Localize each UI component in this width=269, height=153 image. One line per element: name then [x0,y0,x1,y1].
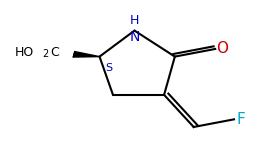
Text: O: O [217,41,229,56]
Text: HO: HO [15,46,34,58]
Polygon shape [73,52,100,57]
Text: F: F [236,112,245,127]
Text: 2: 2 [43,49,49,59]
Text: N: N [129,30,140,44]
Text: C: C [51,46,59,58]
Text: H: H [130,14,139,27]
Text: S: S [105,63,112,73]
